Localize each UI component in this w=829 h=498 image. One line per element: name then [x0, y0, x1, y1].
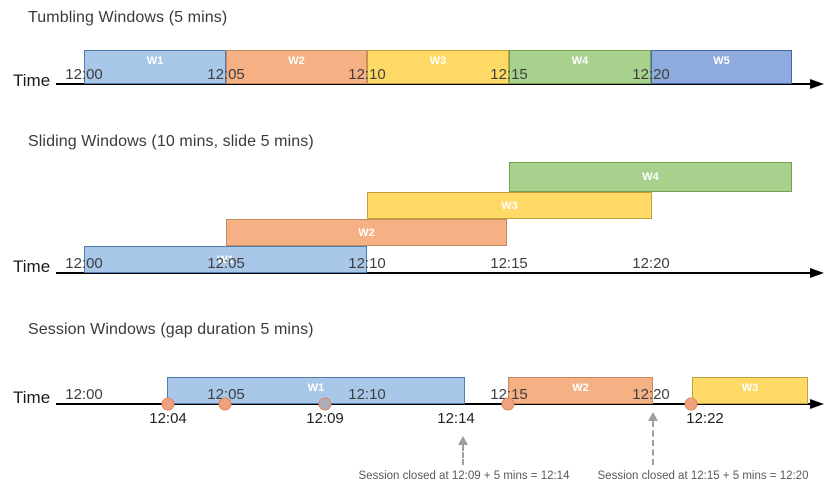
sliding-window-w3: W3 [367, 192, 652, 219]
sliding-tick-12-00: 12:00 [65, 255, 103, 272]
tumbling-time-axis-label: Time [13, 71, 51, 90]
tumbling-window-label-w2: W2 [288, 55, 305, 67]
sliding-window-label-w3: W3 [501, 199, 518, 212]
session-title: Session Windows (gap duration 5 mins) [28, 321, 314, 338]
tumbling-window-label-w3: W3 [429, 55, 447, 67]
session-tick-12-10: 12:10 [348, 386, 386, 403]
session-event-dot-3 [318, 397, 332, 411]
session-tick-12-00: 12:00 [65, 386, 103, 403]
tumbling-window-w2: W2 [226, 50, 367, 84]
session-event-time-label-12-22: 12:22 [686, 410, 724, 427]
session-callout-arrow-icon-2 [648, 412, 658, 421]
session-callout-arrow-stem-1 [462, 445, 464, 465]
sliding-tick-12-10: 12:10 [348, 255, 386, 272]
session-axis-arrowhead-icon [810, 399, 824, 409]
session-event-time-label-12-04: 12:04 [149, 410, 187, 427]
session-tick-12-05: 12:05 [207, 386, 245, 403]
session-event-dot-5 [684, 397, 698, 411]
session-window-w2: W2 [508, 377, 653, 404]
tumbling-axis-arrowhead-icon [810, 79, 824, 89]
session-tick-12-15: 12:15 [490, 386, 528, 403]
session-event-time-label-12-09: 12:09 [306, 410, 344, 427]
tumbling-window-w5: W5 [651, 50, 792, 84]
tumbling-time-axis [56, 83, 810, 85]
sliding-tick-12-20: 12:20 [632, 255, 670, 272]
tumbling-tick-12-10: 12:10 [348, 66, 386, 83]
session-callout-note-2: Session closed at 12:15 + 5 mins = 12:20 [597, 470, 809, 482]
sliding-time-axis [56, 272, 810, 274]
sliding-tick-12-05: 12:05 [207, 255, 245, 272]
session-window-label-w2: W2 [572, 382, 589, 394]
sliding-title: Sliding Windows (10 mins, slide 5 mins) [28, 133, 314, 150]
tumbling-tick-12-15: 12:15 [490, 66, 528, 83]
session-event-time-label-12-14: 12:14 [437, 410, 475, 427]
tumbling-window-w3: W3 [367, 50, 509, 84]
sliding-window-w1: W1 [84, 246, 367, 273]
session-window-w1: W1 [167, 377, 465, 404]
session-window-w3: W3 [692, 377, 808, 404]
session-window-label-w1: W1 [307, 382, 325, 394]
tumbling-tick-12-20: 12:20 [632, 66, 670, 83]
sliding-window-label-w2: W2 [358, 226, 375, 239]
tumbling-tick-12-00: 12:00 [65, 66, 103, 83]
tumbling-window-w4: W4 [509, 50, 651, 84]
tumbling-window-label-w4: W4 [571, 55, 589, 67]
sliding-window-w2: W2 [226, 219, 507, 246]
sliding-axis-arrowhead-icon [810, 268, 824, 278]
session-callout-arrow-stem-2 [652, 421, 654, 465]
tumbling-window-label-w5: W5 [713, 55, 730, 67]
tumbling-window-w1: W1 [84, 50, 226, 84]
tumbling-window-label-w1: W1 [146, 55, 164, 67]
sliding-window-w4: W4 [509, 162, 792, 192]
session-callout-arrow-icon-1 [458, 436, 468, 445]
session-tick-12-20: 12:20 [632, 386, 670, 403]
session-time-axis [56, 403, 810, 405]
sliding-time-axis-label: Time [13, 257, 51, 276]
session-callout-note-1: Session closed at 12:09 + 5 mins = 12:14 [358, 470, 570, 482]
tumbling-title: Tumbling Windows (5 mins) [28, 9, 228, 26]
tumbling-tick-12-05: 12:05 [207, 66, 245, 83]
sliding-window-label-w1: W1 [217, 253, 234, 266]
sliding-window-label-w4: W4 [642, 171, 659, 183]
sliding-tick-12-15: 12:15 [490, 255, 528, 272]
session-event-dot-1 [161, 397, 175, 411]
session-event-dot-4 [501, 397, 515, 411]
session-window-label-w3: W3 [741, 382, 759, 394]
session-event-dot-2 [218, 397, 232, 411]
session-time-axis-label: Time [13, 388, 51, 407]
